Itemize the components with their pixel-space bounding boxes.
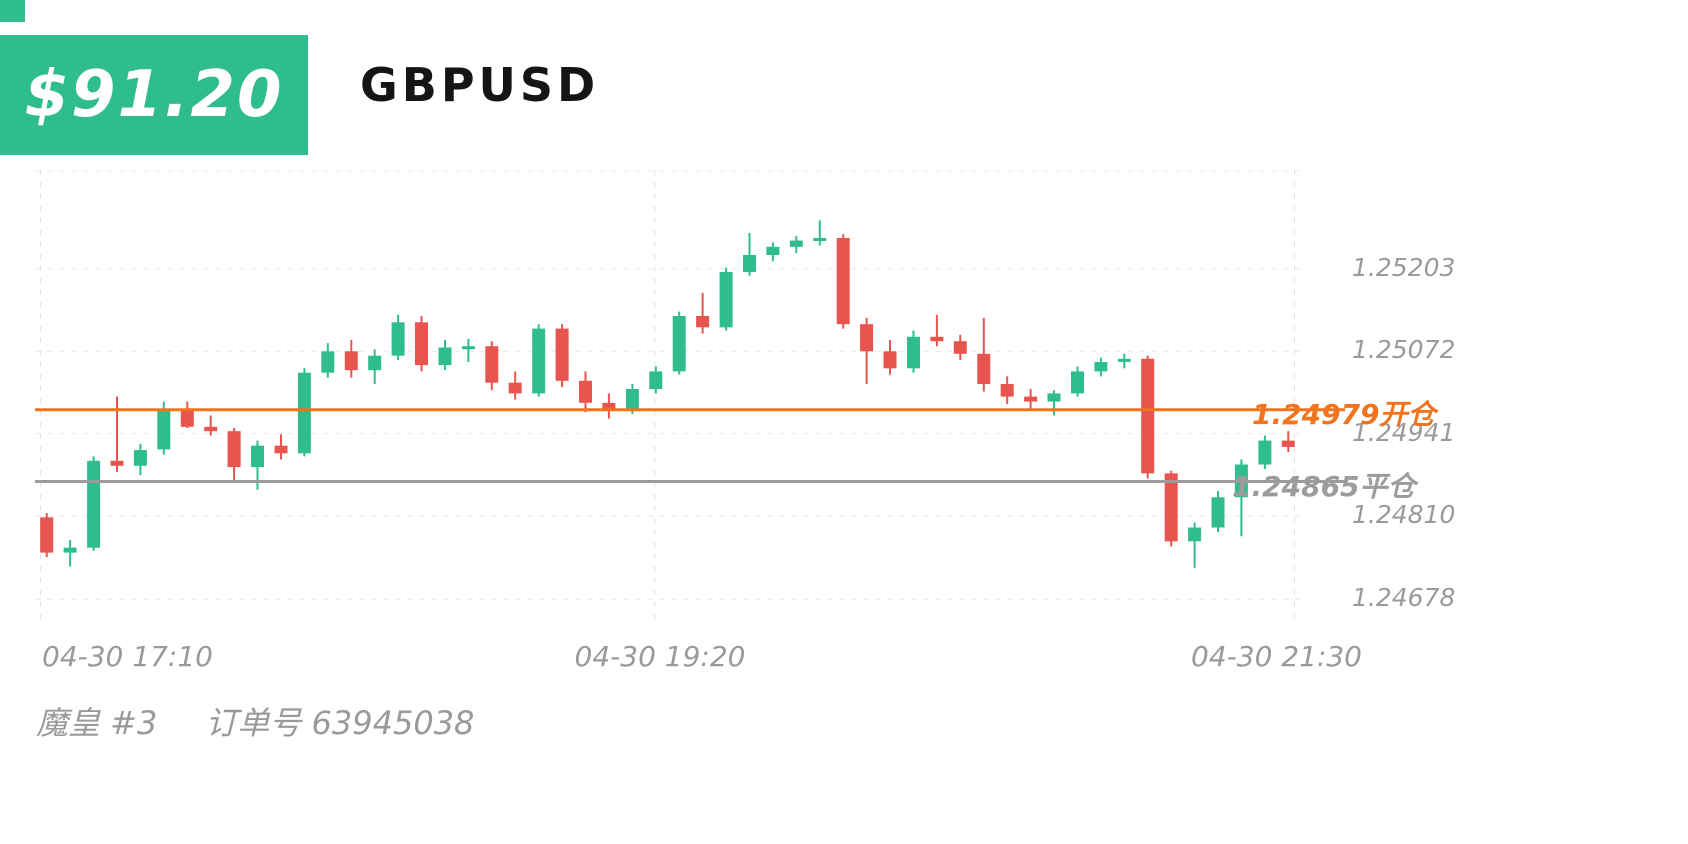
x-axis-label-end: 04-30 21:30 [1191,640,1362,673]
candlestick-chart [35,170,1345,620]
y-axis-label: 1.24810 [1352,500,1456,530]
footer-strategy: 魔皇 #3 [36,704,158,742]
open-price-label: 1.24979开仓 [1252,397,1436,431]
profit-amount: $91.20 [24,58,284,132]
x-axis-label-start: 04-30 17:10 [42,640,213,673]
footer-order: 订单号 63945038 [205,704,475,742]
symbol-title: GBPUSD [360,58,600,112]
y-axis-label: 1.25203 [1352,252,1456,282]
x-axis-label-mid: 04-30 19:20 [574,640,746,673]
y-axis-label: 1.25072 [1352,335,1456,365]
y-axis-label: 1.24678 [1352,583,1456,613]
close-price-label: 1.24865平仓 [1232,469,1416,503]
chart-canvas [35,170,1345,620]
footer: 魔皇 #3 订单号 63945038 [36,698,474,744]
y-axis-label: 1.24941 [1352,417,1456,447]
profit-badge: $91.20 [0,35,308,155]
corner-decoration [0,0,25,22]
